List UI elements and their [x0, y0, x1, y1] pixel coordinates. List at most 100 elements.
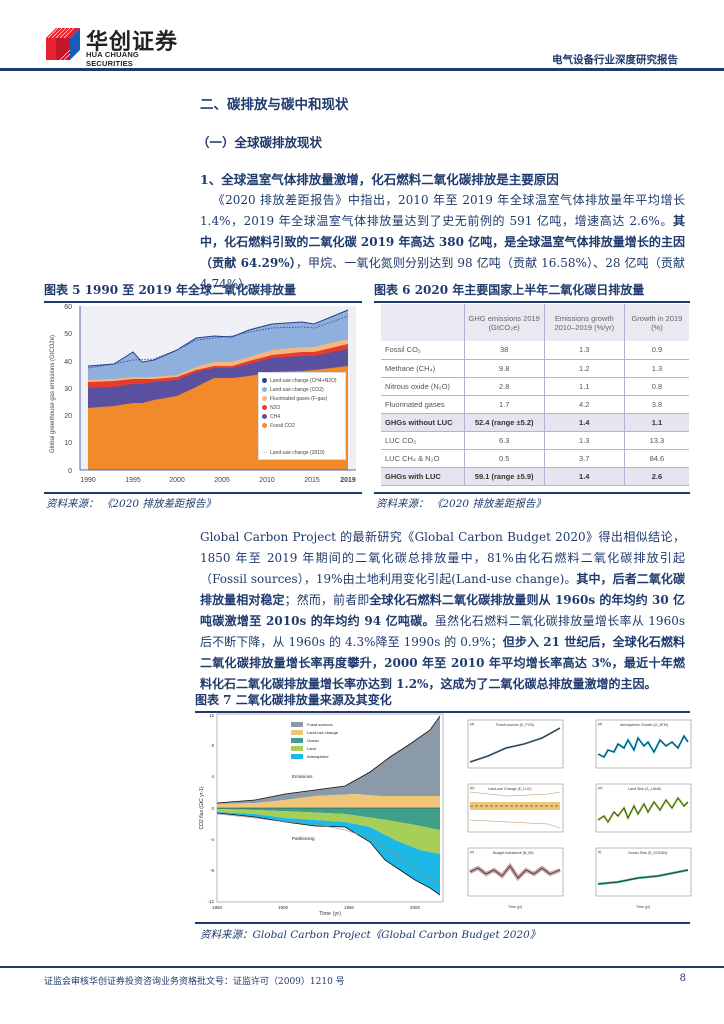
svg-text:Time (yr): Time (yr) [636, 905, 650, 909]
point-heading: 1、全球温室气体排放量激增，化石燃料二氧化碳排放是主要原因 [200, 172, 559, 187]
text: 《2020 排放差距报告》中指出，2010 年至 2019 年全球温室气体排放量… [200, 193, 685, 228]
svg-text:0: 0 [211, 806, 214, 811]
table-row: LUC CO₂ 6.3 1.3 13.3 [381, 431, 689, 450]
figure7-bottom-rule [195, 922, 690, 924]
svg-text:(d): (d) [598, 722, 602, 726]
footer-disclaimer: 证监会审核华创证券投资咨询业务资格批文号：证监许可（2009）1210 号 [44, 977, 345, 987]
svg-text:8: 8 [211, 743, 214, 748]
cell: 1.3 [624, 359, 689, 378]
table-row-summary: GHGs with LUC 59.1 (range ±5.9) 1.4 2.6 [381, 467, 689, 486]
cell: 4.2 [544, 395, 625, 414]
svg-text:4: 4 [211, 774, 214, 779]
legend-item: Land-use change (CO2) [262, 385, 342, 394]
svg-text:(b): (b) [470, 786, 474, 790]
cell: 1.1 [544, 377, 625, 396]
legend-item: N2O [262, 403, 342, 412]
svg-text:12: 12 [209, 713, 215, 718]
svg-text:(f): (f) [598, 850, 601, 854]
figure7-source: 资料来源：Global Carbon Project《Global Carbon… [200, 929, 541, 941]
bold-text: 全球化石燃料二氧化碳排放量则从 1960s 的年均约 30 亿吨碳激增至 201… [200, 593, 685, 628]
section-heading: 二、碳排放与碳中和现状 [200, 97, 349, 113]
svg-text:1990: 1990 [80, 477, 96, 484]
footer-divider [0, 966, 724, 968]
figure5-legend: Land-use change (CH4+N2O) Land-use chang… [258, 372, 346, 460]
cell: 2.8 [464, 377, 545, 396]
cell: 1.2 [544, 359, 625, 378]
logo-cube-icon [46, 28, 80, 60]
cell: 0.8 [624, 377, 689, 396]
cell: 2.6 [624, 467, 689, 486]
table-row: Nitrous oxide (N₂O) 2.8 1.1 0.8 [381, 377, 689, 396]
text: ；然而，前者即 [284, 593, 370, 607]
cell: 1.4 [544, 467, 625, 486]
legend-item: ··· Land-use change (2019) [262, 449, 325, 456]
logo-cn-text: 华创证券 [86, 30, 179, 55]
paragraph-ghg-emissions: 《2020 排放差距报告》中指出，2010 年至 2019 年全球温室气体排放量… [200, 190, 685, 295]
svg-text:0: 0 [68, 468, 72, 475]
svg-text:Time (yr): Time (yr) [508, 905, 522, 909]
row-label: Fluorinated gases [381, 395, 465, 414]
cell: 13.3 [624, 431, 689, 450]
cell: 3.8 [624, 395, 689, 414]
svg-text:2005: 2005 [214, 477, 230, 484]
table-header-row: GHG emissions 2019 (GtCO₂e) Emissions gr… [381, 304, 689, 341]
svg-text:Ocean: Ocean [307, 738, 319, 743]
svg-text:60: 60 [64, 304, 72, 311]
svg-text:10: 10 [64, 440, 72, 447]
legend-item: Fluorinated gases (F-gas) [262, 394, 342, 403]
svg-text:Fossil sources: Fossil sources [307, 722, 333, 727]
svg-text:Land: Land [307, 746, 316, 751]
table-header: Emissions growth 2010–2019 (%/yr) [544, 304, 625, 341]
figure5-bottom-rule [44, 492, 362, 494]
svg-text:2010: 2010 [259, 477, 275, 484]
report-type: 电气设备行业深度研究报告 [552, 54, 678, 66]
subsection-heading: （一）全球碳排放现状 [197, 135, 323, 150]
table-header [381, 304, 465, 341]
svg-text:1850: 1850 [212, 905, 223, 910]
svg-text:-8: -8 [210, 868, 214, 873]
svg-text:(a): (a) [470, 722, 474, 726]
cell: 0.5 [464, 449, 545, 468]
cell: 1.3 [544, 431, 625, 450]
cell: 59.1 (range ±5.9) [464, 467, 545, 486]
svg-text:-4: -4 [210, 837, 214, 842]
cell: 1.7 [464, 395, 545, 414]
page-header: 华创证券 HUA CHUANG SECURITIES 电气设备行业深度研究报告 [0, 0, 724, 71]
row-label: GHGs without LUC [381, 413, 465, 432]
cell: 52.4 (range ±5.2) [464, 413, 545, 432]
svg-text:Time (yr): Time (yr) [319, 911, 341, 917]
row-label: Methane (CH₄) [381, 359, 465, 378]
svg-text:2015: 2015 [304, 477, 320, 484]
row-label: Nitrous oxide (N₂O) [381, 377, 465, 396]
svg-text:(e): (e) [598, 786, 602, 790]
figure7-subplots: (a) Fossil sources (E_FOS) (d) Atmospheric… [467, 719, 692, 909]
bold-text: 其中，后者二氧化碳排放量相对稳定 [200, 572, 685, 607]
figure7-legend: Fossil sources Land-use change Ocean Lan… [291, 722, 339, 759]
row-label: Fossil CO₂ [381, 341, 465, 360]
legend-item: Land-use change (CH4+N2O) [262, 376, 342, 385]
svg-text:1900: 1900 [278, 905, 289, 910]
cell: 9.8 [464, 359, 545, 378]
cell: 3.7 [544, 449, 625, 468]
svg-text:2019: 2019 [340, 477, 356, 484]
svg-text:Atmosphere: Atmosphere [307, 754, 329, 759]
svg-text:2000: 2000 [169, 477, 185, 484]
cell: 6.3 [464, 431, 545, 450]
table-row: Fossil CO₂ 38 1.3 0.9 [381, 341, 689, 360]
cell: 1.3 [544, 341, 625, 360]
figure7-main-chart: Fossil sources Land-use change Ocean Lan… [199, 713, 444, 917]
svg-text:-12: -12 [207, 899, 214, 904]
table-header: Growth in 2019 (%) [624, 304, 689, 341]
svg-text:(c): (c) [470, 850, 474, 854]
svg-text:CO2 flux (GtC yr-1): CO2 flux (GtC yr-1) [199, 786, 205, 829]
figure6-source: 资料来源： 《2020 排放差距报告》 [376, 498, 546, 510]
figure7-title: 图表 7 二氧化碳排放量来源及其变化 [195, 691, 690, 713]
svg-text:1995: 1995 [125, 477, 141, 484]
svg-text:Land-use Change (E_LUC): Land-use Change (E_LUC) [488, 787, 532, 791]
text: ，甲烷、一氧化氮则分别达到 98 亿吨（贡献 16.58%）、28 亿吨（贡献 … [200, 256, 685, 291]
logo-en-text: HUA CHUANG SECURITIES [86, 50, 139, 68]
table-header: GHG emissions 2019 (GtCO₂e) [464, 304, 545, 341]
text: Global Carbon Project 的最新研究《Global Carbo… [200, 530, 685, 586]
svg-text:1950: 1950 [344, 905, 355, 910]
svg-text:Budget imbalance (B_IM): Budget imbalance (B_IM) [493, 851, 534, 855]
